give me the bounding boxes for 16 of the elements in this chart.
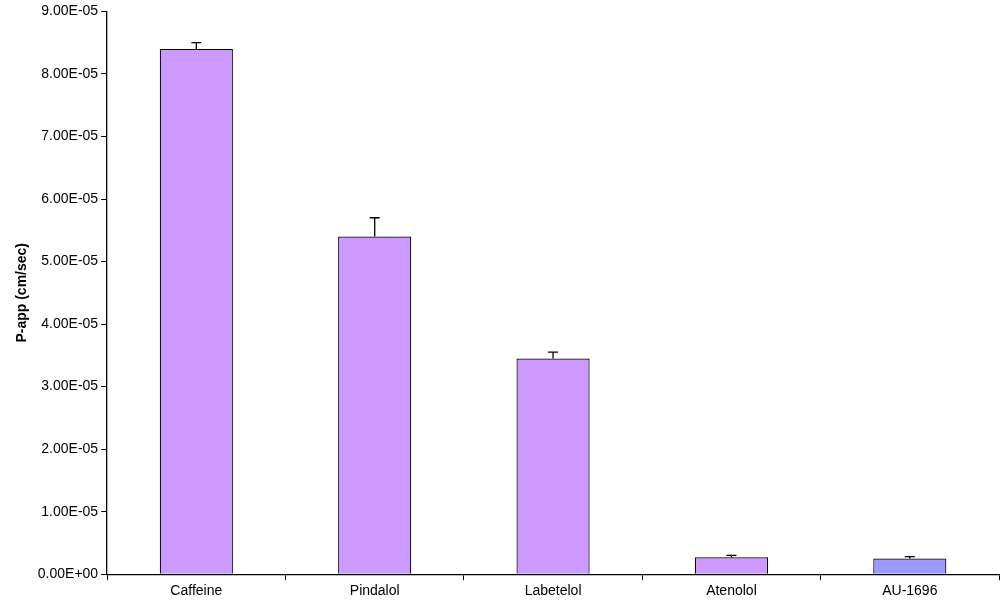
x-tick-label: Atenolol <box>706 582 757 599</box>
y-tick-label: 7.00E-05 <box>41 127 99 144</box>
y-tick-label: 5.00E-05 <box>41 252 99 269</box>
x-tick-label: AU-1696 <box>882 582 938 599</box>
x-tick-label: Caffeine <box>170 582 223 599</box>
x-tick-label: Pindalol <box>349 582 400 599</box>
y-tick-label: 3.00E-05 <box>41 377 99 394</box>
y-tick-label: 4.00E-05 <box>41 314 99 331</box>
y-tick-label: 2.00E-05 <box>41 439 99 456</box>
y-tick-label: 9.00E-05 <box>41 2 99 19</box>
y-axis-title: P-app (cm/sec) <box>13 243 30 343</box>
y-tick-label: 0.00E+00 <box>37 565 99 582</box>
y-tick-label: 6.00E-05 <box>41 189 99 206</box>
x-tick-label: Labetelol <box>524 582 582 599</box>
y-tick-label: 8.00E-05 <box>41 64 99 81</box>
y-tick-label: 1.00E-05 <box>41 502 99 519</box>
